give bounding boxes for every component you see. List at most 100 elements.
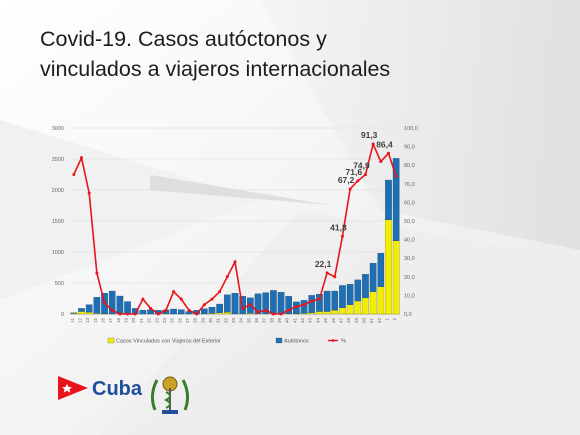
- y-right-tick-label: 50,0: [404, 219, 415, 225]
- percent-point: [264, 308, 268, 312]
- x-tick-label: 28: [193, 318, 198, 324]
- percent-point: [149, 306, 153, 310]
- percent-point: [302, 303, 306, 307]
- y-right-tick-label: 0,0: [404, 312, 412, 318]
- bar-autoctonos: [116, 295, 124, 315]
- x-tick-label: 43: [308, 318, 313, 324]
- x-tick-label: 40: [285, 318, 290, 324]
- x-tick-label: 22: [147, 318, 152, 324]
- percent-line: [72, 141, 398, 316]
- bar-autoctonos: [277, 292, 285, 315]
- x-tick-label: 31: [216, 318, 221, 324]
- bar-vinculados: [339, 307, 346, 315]
- x-tick-label: 30: [208, 318, 213, 324]
- data-label: 71,6: [346, 167, 363, 177]
- x-tick-label: 2: [392, 318, 397, 321]
- percent-point: [379, 159, 383, 163]
- x-tick-label: 50: [361, 318, 366, 324]
- percent-point: [340, 234, 344, 238]
- percent-point: [363, 173, 367, 177]
- bar-vinculados: [346, 304, 354, 315]
- data-label: 86,4: [376, 139, 393, 149]
- y-right-tick-label: 20,0: [404, 275, 415, 281]
- x-tick-label: 46: [331, 318, 336, 324]
- y-right-tick-label: 40,0: [404, 238, 415, 244]
- percent-point: [141, 297, 145, 301]
- bar-autoctonos: [216, 303, 223, 313]
- bar-autoctonos: [208, 307, 216, 314]
- seal-base-icon: [162, 410, 178, 414]
- percent-point: [333, 275, 337, 279]
- percent-point: [356, 179, 360, 183]
- bar-vinculados: [385, 219, 392, 315]
- y-left-tick-label: 3000: [52, 126, 64, 132]
- bar-autoctonos: [70, 312, 78, 314]
- axes: 0 500 1000 1500 2000 2500 3000 0,0 10,0 20,0 30,0 4…: [52, 126, 418, 323]
- bar-vinculados: [392, 240, 400, 315]
- percent-point: [87, 191, 91, 195]
- percent-point: [256, 310, 260, 314]
- bar-autoctonos: [201, 308, 208, 314]
- x-tick-label: 17: [108, 318, 113, 324]
- percent-point: [394, 174, 398, 178]
- legend-swatch: [275, 337, 283, 344]
- bar-autoctonos: [85, 304, 93, 313]
- x-tick-label: 35: [246, 318, 251, 324]
- x-tick-label: 51: [369, 318, 374, 324]
- percent-point: [233, 260, 237, 264]
- data-label: 74,9: [353, 161, 370, 171]
- annotations: 22,1 41,8 67,271,674,9 91,386,4: [315, 130, 393, 269]
- y-right-tick-label: 90,0: [404, 145, 415, 151]
- y-left-tick-label: 1500: [52, 219, 64, 225]
- x-tick-label: 38: [269, 318, 274, 324]
- laurel-left-icon: [150, 379, 159, 411]
- bar-autoctonos: [139, 310, 147, 315]
- x-tick-label: 16: [101, 318, 106, 324]
- y-right-tick-label: 10,0: [404, 293, 415, 299]
- percent-point: [225, 275, 229, 279]
- bar-vinculados: [369, 291, 377, 315]
- bar-vinculados: [323, 311, 331, 315]
- bg-shape: [260, 0, 580, 250]
- y-right-tick-label: 80,0: [404, 163, 415, 169]
- percent-point: [202, 303, 206, 307]
- x-tick-label: 39: [277, 318, 282, 324]
- x-tick-label: 1: [384, 318, 389, 321]
- y-left-tick-label: 500: [55, 281, 64, 287]
- x-tick-label: 37: [262, 318, 267, 324]
- percent-point: [103, 301, 107, 305]
- bar-autoctonos: [331, 290, 339, 311]
- bar-vinculados: [331, 310, 339, 315]
- percent-point: [195, 312, 199, 316]
- bar-autoctonos: [339, 285, 346, 308]
- y-left-tick-label: 2500: [52, 157, 64, 163]
- bar-autoctonos: [108, 290, 116, 315]
- x-tick-label: 52: [377, 318, 382, 324]
- x-tick-label: 27: [185, 318, 190, 324]
- bar-vinculados: [354, 300, 362, 315]
- title-line-1: Covid-19. Casos autóctonos y: [40, 27, 327, 51]
- x-tick-label: 44: [315, 318, 320, 324]
- bar-autoctonos: [323, 290, 331, 312]
- x-tick-label: 45: [323, 318, 328, 324]
- bar-autoctonos: [170, 308, 177, 315]
- percent-point: [210, 297, 214, 301]
- bar-autoctonos: [93, 297, 101, 314]
- title-line-2: vinculados a viajeros internacionales: [40, 57, 391, 81]
- bg-shape: [0, 120, 260, 300]
- percent-point: [118, 312, 122, 316]
- percent-point: [126, 312, 130, 316]
- legend-label: Casos Vinculados con Viajeros del Exteri…: [116, 339, 221, 345]
- bar-autoctonos: [124, 301, 131, 315]
- data-label: 67,2: [338, 175, 355, 185]
- percent-point: [294, 305, 298, 309]
- x-tick-label: 26: [177, 318, 182, 324]
- x-tick-label: 36: [254, 318, 259, 324]
- x-tick-label: 20: [131, 318, 136, 324]
- y-right-tick-label: 30,0: [404, 256, 415, 262]
- x-tick-label: 32: [223, 318, 228, 324]
- percent-point: [172, 290, 176, 294]
- x-tick-label: 48: [346, 318, 351, 324]
- minsap-seal: [150, 376, 190, 414]
